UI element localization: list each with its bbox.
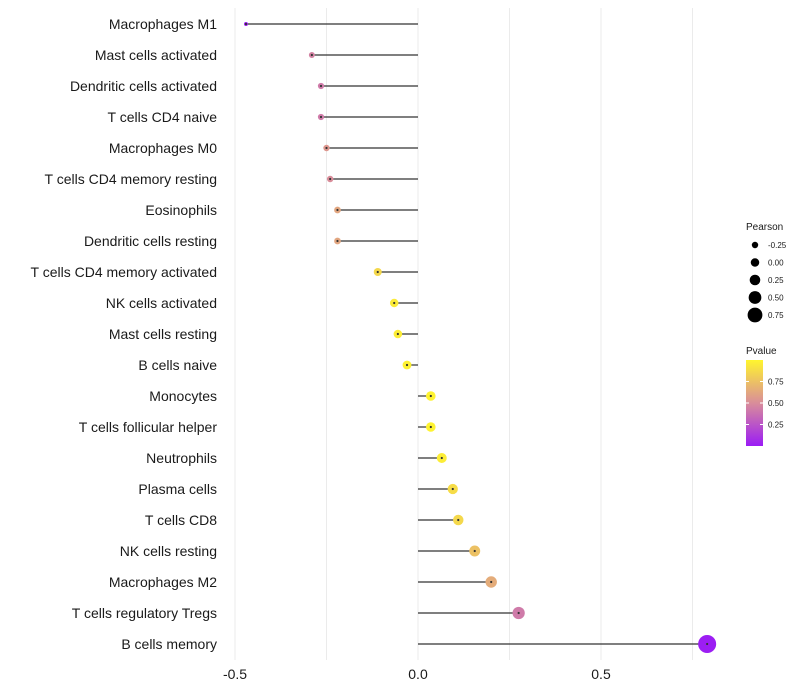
pvalue-colorbar bbox=[746, 360, 763, 446]
point-center bbox=[405, 363, 409, 367]
category-label: T cells CD4 memory resting bbox=[45, 171, 217, 187]
category-label: T cells CD8 bbox=[145, 512, 217, 528]
point-center bbox=[319, 115, 323, 119]
point-center bbox=[336, 208, 339, 212]
category-label: NK cells activated bbox=[106, 295, 217, 311]
pearson-legend-key bbox=[750, 258, 760, 267]
category-label: Macrophages M2 bbox=[109, 574, 217, 590]
point-center bbox=[310, 53, 313, 57]
category-label: Dendritic cells activated bbox=[70, 78, 217, 94]
pvalue-legend-label: 0.75 bbox=[768, 378, 784, 387]
category-label: T cells CD4 naive bbox=[108, 109, 218, 125]
category-label: T cells follicular helper bbox=[79, 419, 218, 435]
category-label: B cells memory bbox=[121, 636, 217, 652]
stems bbox=[245, 23, 708, 645]
grid-lines bbox=[234, 8, 693, 660]
pearson-legend: Pearson -0.25 0.00 0.25 0.50 0.75 bbox=[746, 222, 787, 323]
category-label: T cells CD4 memory activated bbox=[31, 264, 217, 280]
pearson-legend-label: 0.75 bbox=[768, 311, 784, 320]
x-tick-label: 0.5 bbox=[591, 666, 611, 682]
point-center bbox=[329, 177, 332, 181]
x-tick-label: -0.5 bbox=[223, 666, 247, 682]
pearson-legend-label: -0.25 bbox=[768, 241, 787, 250]
category-label: Mast cells resting bbox=[109, 326, 217, 342]
point-center bbox=[451, 487, 454, 491]
point-center bbox=[473, 549, 476, 553]
pvalue-legend-label: 0.50 bbox=[768, 399, 784, 408]
points bbox=[244, 22, 717, 654]
point-center bbox=[376, 270, 379, 274]
pearson-legend-key bbox=[751, 241, 759, 249]
point-center bbox=[490, 580, 493, 584]
point-center bbox=[244, 22, 248, 26]
point-center bbox=[325, 146, 328, 150]
point-center bbox=[429, 425, 432, 429]
point-center bbox=[706, 642, 709, 646]
category-label: NK cells resting bbox=[120, 543, 217, 559]
point-center bbox=[393, 301, 396, 305]
pvalue-legend-label: 0.25 bbox=[768, 421, 784, 430]
category-label: Mast cells activated bbox=[95, 47, 217, 63]
point-center bbox=[336, 239, 339, 243]
category-label: Plasma cells bbox=[138, 481, 217, 497]
category-label: B cells naive bbox=[138, 357, 217, 373]
pearson-legend-key bbox=[748, 291, 762, 304]
pvalue-legend: Pvalue 0.75 0.50 0.25 bbox=[746, 346, 784, 446]
point-center bbox=[396, 332, 399, 336]
pearson-legend-label: 0.00 bbox=[768, 259, 784, 268]
x-tick-label: 0.0 bbox=[408, 666, 428, 682]
point-center bbox=[517, 611, 520, 615]
pearson-legend-title: Pearson bbox=[746, 222, 783, 233]
point-center bbox=[440, 456, 443, 460]
category-labels: Macrophages M1 Mast cells activated Dendri… bbox=[31, 16, 218, 652]
category-label: Macrophages M1 bbox=[109, 16, 217, 32]
category-label: Eosinophils bbox=[145, 202, 217, 218]
point-center bbox=[319, 84, 323, 88]
category-label: Macrophages M0 bbox=[109, 140, 217, 156]
pearson-legend-key bbox=[749, 274, 761, 286]
point-center bbox=[429, 394, 432, 398]
category-label: T cells regulatory Tregs bbox=[72, 605, 217, 621]
pearson-legend-label: 0.25 bbox=[768, 276, 784, 285]
x-axis-ticks: -0.5 0.0 0.5 bbox=[223, 666, 611, 682]
category-label: Neutrophils bbox=[146, 450, 217, 466]
category-label: Dendritic cells resting bbox=[84, 233, 217, 249]
pearson-legend-key bbox=[747, 307, 763, 323]
point-center bbox=[457, 518, 460, 522]
category-label: Monocytes bbox=[149, 388, 217, 404]
pvalue-legend-title: Pvalue bbox=[746, 346, 777, 357]
pearson-legend-label: 0.50 bbox=[768, 294, 784, 303]
